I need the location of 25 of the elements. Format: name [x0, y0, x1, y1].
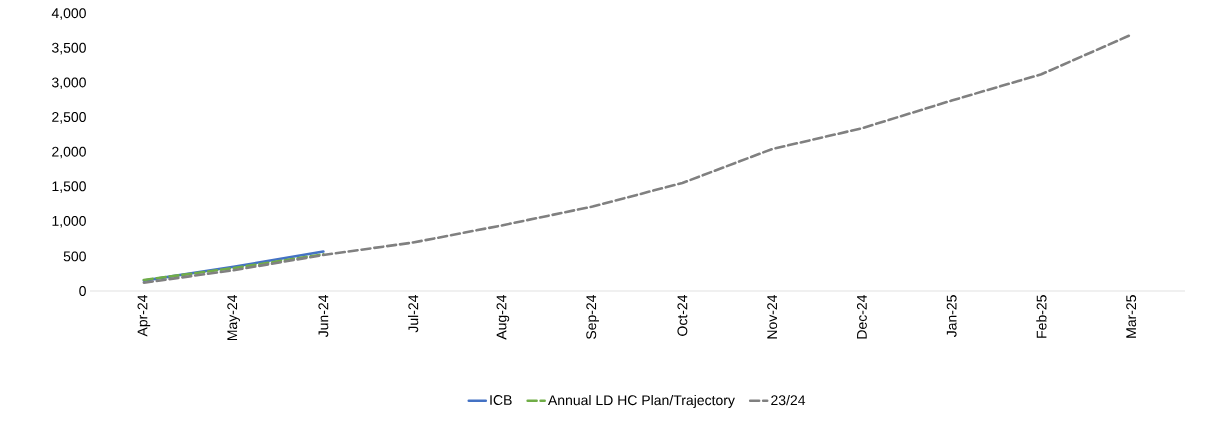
- x-tick-label: Jun-24: [318, 294, 329, 338]
- x-tick-label: Jan-25: [946, 295, 957, 338]
- x-tick-label: Mar-25: [1126, 295, 1137, 338]
- y-tick-label: 4,000: [51, 8, 86, 20]
- x-tick-label: Dec-24: [856, 294, 867, 339]
- x-tick-label: May-24: [227, 294, 240, 341]
- x-tick-label: Apr-24: [137, 294, 151, 337]
- x-tick-label: Aug-24: [496, 294, 510, 340]
- x-tick-label: Oct-24: [677, 294, 688, 336]
- x-tick-label: Sep-24: [586, 294, 599, 340]
- y-tick-label: 3,000: [51, 77, 86, 90]
- legend-label: 23/24: [771, 394, 806, 406]
- y-tick-label: 3,500: [51, 42, 86, 55]
- y-tick-label: 2,500: [52, 112, 86, 124]
- y-tick-label: 500: [63, 251, 86, 262]
- y-tick-label: 1,000: [52, 215, 86, 228]
- y-tick-label: 2,000: [52, 146, 86, 159]
- line-series: [142, 33, 1133, 284]
- x-tick-label: Jul-24: [407, 294, 419, 333]
- y-tick-label: 0: [79, 286, 86, 296]
- legend-label: ICB: [490, 395, 512, 405]
- y-tick-label: 1,500: [52, 181, 86, 193]
- legend-label: Annual LD HC Plan/Trajectory: [547, 394, 735, 408]
- x-tick-label: Nov-24: [767, 294, 778, 339]
- x-tick-label: Feb-25: [1036, 295, 1047, 338]
